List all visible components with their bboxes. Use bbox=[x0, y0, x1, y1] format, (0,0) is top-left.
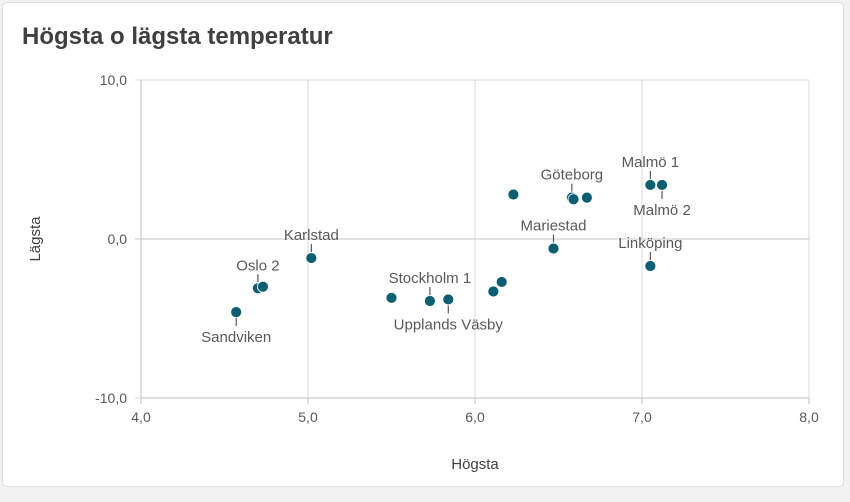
point-label: Mariestad bbox=[521, 218, 587, 235]
data-point bbox=[385, 291, 398, 304]
y-tick-label: -10,0 bbox=[95, 390, 127, 406]
point-label: Karlstad bbox=[284, 227, 339, 244]
point-label: Stockholm 1 bbox=[389, 270, 472, 287]
point-label: Malmö 1 bbox=[622, 154, 680, 171]
y-tick-label: 10,0 bbox=[100, 72, 127, 88]
data-point bbox=[442, 293, 455, 306]
point-label: Linköping bbox=[618, 235, 682, 252]
data-point bbox=[230, 306, 243, 319]
data-point bbox=[656, 179, 668, 191]
y-tick-label: 0,0 bbox=[108, 231, 128, 247]
x-tick-label: 4,0 bbox=[131, 409, 151, 425]
chart-title: Högsta o lägsta temperatur bbox=[22, 23, 333, 50]
data-point bbox=[495, 276, 508, 288]
data-point bbox=[644, 260, 657, 272]
data-point bbox=[644, 179, 657, 191]
data-point bbox=[567, 193, 580, 206]
x-axis-title: Högsta bbox=[451, 456, 499, 473]
chart-card: Högsta o lägsta temperatur bbox=[2, 2, 844, 487]
x-tick-label: 5,0 bbox=[298, 409, 318, 425]
data-point bbox=[580, 191, 593, 204]
x-tick-label: 6,0 bbox=[465, 409, 485, 425]
data-point bbox=[487, 285, 500, 298]
x-tick-label: 7,0 bbox=[632, 409, 652, 425]
data-point bbox=[305, 252, 318, 264]
y-axis-title: Lägsta bbox=[27, 216, 44, 262]
point-label: Malmö 2 bbox=[633, 202, 691, 219]
data-point bbox=[547, 242, 560, 255]
point-label: Sandviken bbox=[201, 329, 271, 346]
point-label: Oslo 2 bbox=[236, 257, 279, 274]
data-point bbox=[507, 188, 520, 201]
point-label: Upplands Väsby bbox=[394, 316, 504, 333]
data-point bbox=[257, 280, 269, 293]
data-point bbox=[424, 295, 436, 307]
x-tick-label: 8,0 bbox=[799, 409, 819, 425]
point-label: Göteborg bbox=[541, 167, 604, 184]
